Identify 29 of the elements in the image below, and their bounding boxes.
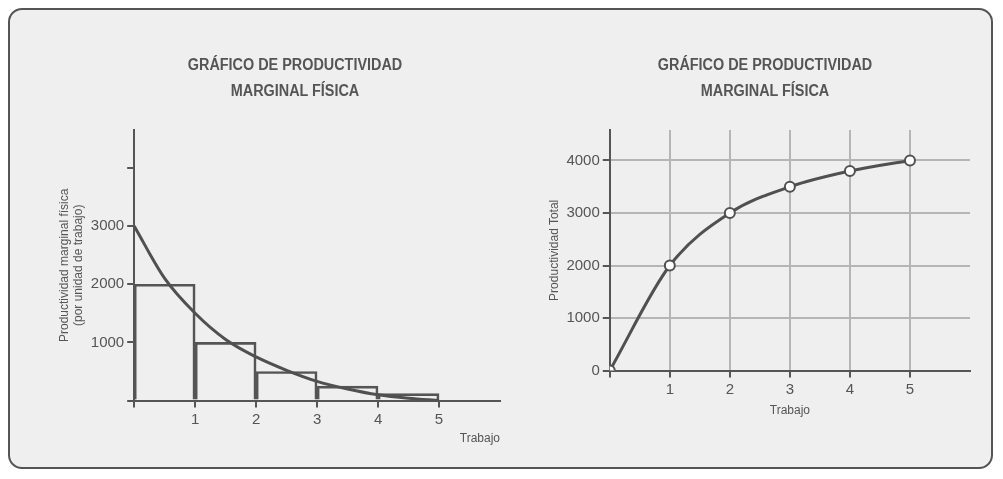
x-tick-label: 4 <box>845 379 855 397</box>
point <box>723 207 736 219</box>
point <box>903 154 916 167</box>
point <box>663 259 676 272</box>
x-tick-label: 4 <box>373 409 383 427</box>
y-tick-label: 0 <box>591 360 600 378</box>
x-tick-label: 2 <box>725 379 735 397</box>
x-tick-label: 5 <box>434 409 444 427</box>
x-tick-label: 2 <box>251 409 261 427</box>
x-tick-label: 1 <box>190 409 200 427</box>
y-tick-label: 1000 <box>566 308 600 326</box>
chart-title: GRÁFICO DE PRODUCTIVIDAD MARGINAL FÍSICA <box>656 54 874 101</box>
point <box>783 180 796 193</box>
y-tick-label: 4000 <box>566 150 600 168</box>
y-axis-title: Productividad Total <box>546 199 561 301</box>
x-tick-label: 3 <box>785 379 795 397</box>
x-axis-title: Trabajo <box>459 431 501 446</box>
x-tick-label: 3 <box>312 409 322 427</box>
point <box>843 164 856 177</box>
y-tick-label: 3000 <box>90 216 125 234</box>
y-tick-label: 2000 <box>90 274 125 292</box>
y-tick-label: 3000 <box>566 203 600 221</box>
x-tick-label: 5 <box>905 379 915 397</box>
y-axis-title: Productividad marginal física (por unidad de trabajo) <box>56 188 85 342</box>
chart-title: GRÁFICO DE PRODUCTIVIDAD MARGINAL FÍSICA <box>186 54 404 101</box>
x-tick-label: 1 <box>665 379 674 397</box>
y-tick-label: 1000 <box>90 332 125 350</box>
y-tick-label: 2000 <box>566 255 600 273</box>
x-axis-title: Trabajo <box>769 403 811 418</box>
